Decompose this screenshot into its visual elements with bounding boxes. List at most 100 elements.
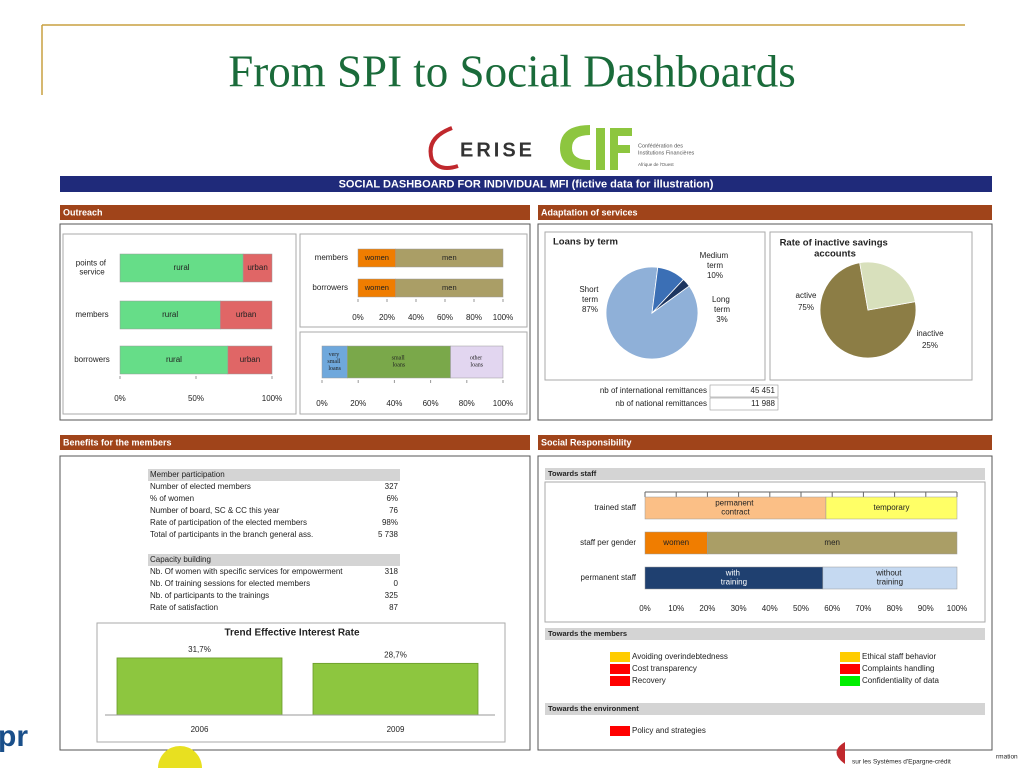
banner-title: SOCIAL DASHBOARD FOR INDIVIDUAL MFI (fic…	[339, 178, 714, 190]
x-tick-label: 60%	[824, 604, 840, 613]
x-tick-label: 100%	[262, 394, 282, 403]
cif-caption-line: Confédération des	[638, 143, 683, 149]
status-indicator	[610, 726, 630, 736]
x-tick-label: 40%	[762, 604, 778, 613]
cif-logo-c	[560, 125, 590, 170]
bar-segment	[825, 496, 958, 520]
x-tick-label: 100%	[947, 604, 967, 613]
table-value: 5 738	[378, 530, 399, 539]
status-label: Complaints handling	[862, 664, 935, 673]
x-tick-label: 90%	[918, 604, 934, 613]
table-label: Rate of satisfaction	[150, 603, 218, 612]
table-value: 318	[385, 567, 399, 576]
bar-segment	[822, 566, 958, 590]
section-header-text: Adaptation of services	[541, 207, 638, 217]
x-tick-label: 40%	[408, 313, 424, 322]
footer-logo-text: pr	[0, 720, 28, 753]
x-tick-label: 20%	[379, 313, 395, 322]
segment-label: rural	[162, 310, 178, 319]
table-cell	[709, 397, 779, 411]
section-title: Towards staff	[548, 469, 597, 478]
table-label: Nb. Of women with specific services for …	[150, 567, 343, 576]
segment-label: other loans	[470, 356, 484, 369]
table-section-title: Capacity building	[150, 555, 211, 564]
x-tick-label: 60%	[423, 399, 439, 408]
status-indicator	[610, 664, 630, 674]
slice-label: Short term	[579, 285, 600, 304]
pie-slice	[651, 278, 690, 314]
section-header	[60, 205, 530, 220]
x-tick-label: 50%	[793, 604, 809, 613]
x-tick-label: 0%	[639, 604, 651, 613]
table-value: 325	[385, 591, 399, 600]
table-label: % of women	[150, 494, 194, 503]
segment-label: urban	[236, 310, 256, 319]
table-value: 0	[394, 579, 399, 588]
slice-value-label: 3%	[716, 315, 728, 324]
category-label: borrowers	[74, 355, 110, 364]
table-value: 6%	[386, 494, 398, 503]
x-tick-label: 2006	[191, 725, 209, 734]
cif-caption-line: Institutions Financières	[638, 150, 694, 156]
bar-segment	[395, 278, 504, 298]
status-label: Ethical staff behavior	[862, 652, 936, 661]
status-indicator	[610, 652, 630, 662]
section-header-text: Social Responsibility	[541, 437, 632, 447]
x-tick-label: 40%	[386, 399, 402, 408]
x-tick-label: 80%	[459, 399, 475, 408]
x-tick-label: 0%	[114, 394, 126, 403]
cerise-logo-mark	[428, 126, 459, 170]
slice-label: inactive	[916, 329, 944, 338]
section-bar	[545, 703, 985, 715]
x-tick-label: 100%	[493, 313, 513, 322]
segment-label: men	[824, 538, 840, 547]
slice-value-label: 10%	[707, 271, 723, 280]
segment-label: small loans	[392, 356, 407, 369]
table-value: 327	[385, 482, 399, 491]
table-label: Nb. Of training sessions for elected mem…	[150, 579, 310, 588]
segment-label: permanent contract	[715, 499, 755, 517]
x-tick-label: 80%	[887, 604, 903, 613]
section-title: Towards the environment	[548, 704, 639, 713]
x-tick-label: 30%	[731, 604, 747, 613]
x-tick-label: 70%	[855, 604, 871, 613]
chart-title: Rate of inactive savings accounts	[780, 237, 891, 259]
table-cell	[709, 384, 779, 398]
table-section-title: Member participation	[150, 470, 225, 479]
chart-title: Loans by term	[553, 237, 618, 248]
section-bar	[545, 628, 985, 640]
footer-logo-mark	[836, 742, 845, 764]
bar-segment	[347, 345, 451, 379]
bar-segment	[220, 300, 273, 330]
slice-label: Long term	[712, 295, 732, 314]
section-header	[538, 435, 992, 450]
footer-logo-shape	[158, 746, 202, 768]
x-tick-label: 0%	[352, 313, 364, 322]
segment-label: women	[662, 538, 689, 547]
x-tick-label: 20%	[350, 399, 366, 408]
category-label: permanent staff	[581, 573, 637, 582]
bar-segment	[321, 345, 348, 379]
cif-logo-i	[596, 128, 605, 170]
section-header	[60, 435, 530, 450]
bar-segment	[119, 345, 229, 375]
category-label: members	[315, 253, 348, 262]
table-label: nb of national remittances	[615, 399, 707, 408]
x-tick-label: 10%	[668, 604, 684, 613]
x-tick-label: 50%	[188, 394, 204, 403]
category-label: points of service	[76, 259, 108, 277]
footer-caption: rmation	[996, 754, 1018, 761]
section-header-text: Benefits for the members	[63, 437, 172, 447]
category-label: borrowers	[312, 283, 348, 292]
bar	[116, 657, 283, 716]
segment-label: urban	[247, 263, 267, 272]
x-tick-label: 2009	[387, 725, 405, 734]
bar-segment	[707, 531, 958, 555]
segment-label: very small loans	[327, 352, 342, 372]
category-label: members	[75, 310, 108, 319]
table-value: 87	[389, 603, 398, 612]
segment-label: temporary	[873, 503, 909, 512]
x-tick-label: 100%	[493, 399, 513, 408]
